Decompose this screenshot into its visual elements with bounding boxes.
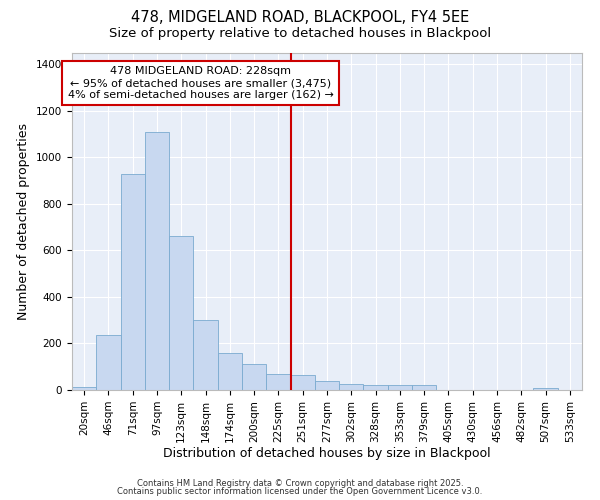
- Bar: [388, 386, 412, 390]
- Bar: [533, 388, 558, 390]
- Text: Size of property relative to detached houses in Blackpool: Size of property relative to detached ho…: [109, 28, 491, 40]
- Y-axis label: Number of detached properties: Number of detached properties: [17, 122, 31, 320]
- Bar: [242, 364, 266, 390]
- Bar: [169, 236, 193, 390]
- Text: Contains public sector information licensed under the Open Government Licence v3: Contains public sector information licen…: [118, 487, 482, 496]
- Bar: [364, 386, 388, 390]
- Bar: [145, 132, 169, 390]
- Text: 478 MIDGELAND ROAD: 228sqm
← 95% of detached houses are smaller (3,475)
4% of se: 478 MIDGELAND ROAD: 228sqm ← 95% of deta…: [68, 66, 334, 100]
- X-axis label: Distribution of detached houses by size in Blackpool: Distribution of detached houses by size …: [163, 448, 491, 460]
- Bar: [339, 384, 364, 390]
- Bar: [193, 320, 218, 390]
- Bar: [121, 174, 145, 390]
- Bar: [266, 374, 290, 390]
- Bar: [218, 353, 242, 390]
- Bar: [315, 380, 339, 390]
- Text: Contains HM Land Registry data © Crown copyright and database right 2025.: Contains HM Land Registry data © Crown c…: [137, 478, 463, 488]
- Bar: [72, 386, 96, 390]
- Bar: [96, 336, 121, 390]
- Text: 478, MIDGELAND ROAD, BLACKPOOL, FY4 5EE: 478, MIDGELAND ROAD, BLACKPOOL, FY4 5EE: [131, 10, 469, 25]
- Bar: [290, 375, 315, 390]
- Bar: [412, 386, 436, 390]
